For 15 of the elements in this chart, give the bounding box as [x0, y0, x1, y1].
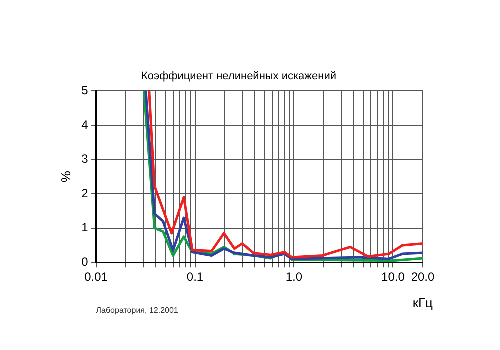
x-axis-title: кГц [412, 296, 434, 311]
x-tick-label: 1.0 [286, 270, 303, 284]
x-tick-label: 0.1 [186, 270, 204, 284]
x-tick-label: 0.01 [84, 270, 108, 284]
x-tick-label: 10.0 [382, 270, 406, 284]
x-tick-label: 20.0 [411, 270, 435, 284]
y-tick-label: 3 [82, 152, 89, 166]
y-tick-label: 5 [82, 84, 89, 98]
y-tick-label: 0 [82, 254, 89, 269]
y-tick-label: 1 [82, 220, 89, 235]
y-tick-label: 2 [82, 186, 89, 200]
chart-title: Коэффициент нелинейных искажений [141, 70, 337, 83]
text: Лаборатория, 12.2001 [96, 306, 179, 315]
y-axis-title: % [58, 170, 74, 183]
y-tick-label: 4 [82, 118, 89, 132]
